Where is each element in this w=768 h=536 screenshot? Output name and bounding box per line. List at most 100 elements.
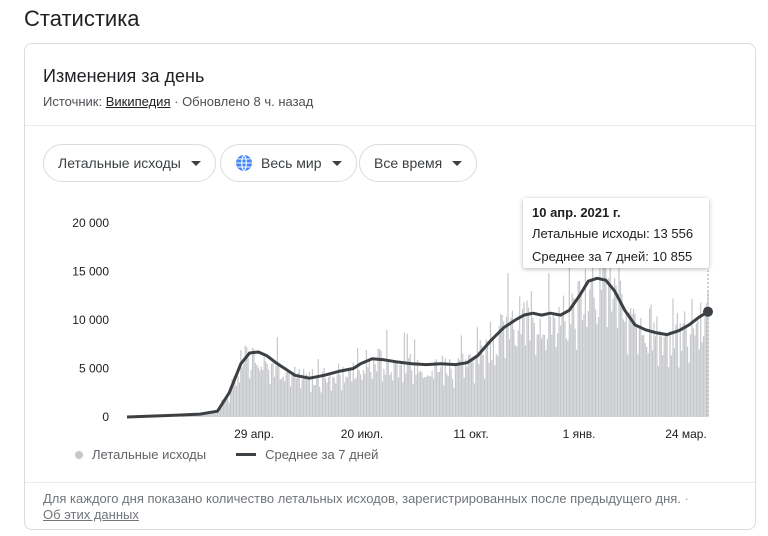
deaths-bar <box>250 370 252 417</box>
deaths-bar <box>208 414 210 417</box>
deaths-bar <box>413 339 416 417</box>
deaths-chart[interactable]: 20 000 15 000 10 000 5 000 0 29 апр. 20 июл. 1… <box>25 194 757 444</box>
deaths-bar <box>600 290 603 417</box>
updated-text: · Обновлено 8 ч. назад <box>174 94 314 109</box>
deaths-bar <box>663 336 665 417</box>
deaths-bar <box>332 376 334 417</box>
deaths-bar <box>435 359 438 417</box>
about-data-link[interactable]: Об этих данных <box>43 507 139 522</box>
deaths-bar <box>450 368 452 417</box>
y-tick-label: 10 000 <box>72 313 109 327</box>
deaths-bar <box>422 378 424 417</box>
deaths-bar <box>694 335 696 417</box>
deaths-bar <box>463 377 465 417</box>
legend-line-marker <box>236 453 257 456</box>
chevron-down-icon <box>190 160 201 166</box>
deaths-bar <box>466 366 468 417</box>
deaths-bar <box>533 322 535 417</box>
deaths-bar <box>705 303 708 417</box>
deaths-bar <box>320 392 322 417</box>
deaths-bar <box>297 372 299 417</box>
deaths-bar <box>485 339 487 417</box>
deaths-bar <box>276 336 278 417</box>
deaths-bar <box>377 348 379 417</box>
deaths-bar <box>522 308 524 417</box>
deaths-bar <box>329 373 331 417</box>
deaths-bar <box>409 354 411 417</box>
deaths-bar <box>561 313 563 417</box>
deaths-bar <box>374 364 376 417</box>
deaths-bar <box>213 411 216 417</box>
deaths-bar <box>619 280 622 417</box>
deaths-bar <box>701 342 703 417</box>
deaths-bar <box>590 280 592 417</box>
deaths-bar <box>218 412 220 417</box>
deaths-bar <box>425 377 427 417</box>
deaths-bar <box>527 307 530 417</box>
deaths-bar <box>390 372 392 417</box>
deaths-bar <box>211 412 213 417</box>
deaths-bar <box>578 281 581 417</box>
deaths-bar <box>700 302 702 417</box>
deaths-bar <box>562 295 565 417</box>
period-dropdown[interactable]: Все время <box>359 144 478 182</box>
deaths-bar <box>421 372 423 417</box>
deaths-bar <box>554 318 556 417</box>
deaths-bar <box>281 378 283 417</box>
deaths-bar <box>631 314 633 417</box>
deaths-bar <box>542 334 544 417</box>
deaths-bar <box>470 358 473 417</box>
deaths-bar <box>206 413 208 417</box>
deaths-bar <box>574 328 576 417</box>
deaths-bar <box>313 385 315 417</box>
deaths-bar <box>587 311 589 417</box>
deaths-bar <box>564 321 566 417</box>
deaths-bar <box>400 360 403 417</box>
deaths-bar <box>428 376 430 417</box>
card-title: Изменения за день <box>43 66 205 86</box>
region-dropdown[interactable]: Весь мир <box>220 144 357 182</box>
deaths-bar <box>316 377 318 417</box>
deaths-bar <box>231 379 233 417</box>
deaths-bar <box>338 363 340 417</box>
deaths-bar <box>339 374 341 417</box>
deaths-bar <box>606 327 608 417</box>
deaths-bar <box>359 374 362 417</box>
deaths-bar <box>473 383 476 417</box>
deaths-bar <box>349 367 351 417</box>
deaths-bar <box>418 372 420 417</box>
deaths-bar <box>646 346 648 417</box>
legend-bar-marker <box>75 450 83 459</box>
deaths-bar <box>343 382 346 417</box>
deaths-bar <box>491 360 493 417</box>
deaths-bar <box>286 370 289 417</box>
deaths-bar <box>495 354 497 417</box>
deaths-bar <box>570 324 572 417</box>
deaths-bar <box>371 378 373 417</box>
deaths-bar <box>508 339 511 417</box>
deaths-bar <box>514 345 516 417</box>
deaths-bar <box>510 317 512 417</box>
deaths-bar <box>367 367 369 417</box>
deaths-bar <box>685 328 687 417</box>
deaths-bar <box>396 363 398 417</box>
deaths-bar <box>678 367 680 417</box>
chart-tooltip: 10 апр. 2021 г. Летальные исходы: 13 556… <box>523 198 709 268</box>
deaths-bar <box>457 358 459 417</box>
deaths-bar <box>689 334 692 417</box>
deaths-bar <box>330 390 332 417</box>
metric-dropdown[interactable]: Летальные исходы <box>43 144 216 182</box>
deaths-bar <box>193 414 195 417</box>
deaths-bar <box>443 385 445 417</box>
deaths-bar <box>348 370 350 417</box>
x-tick-label: 20 июл. <box>341 427 383 441</box>
source-link[interactable]: Википедия <box>105 94 171 109</box>
deaths-bar <box>627 354 629 417</box>
deaths-bar <box>476 327 478 417</box>
deaths-bar <box>666 335 668 417</box>
deaths-bar <box>345 376 347 417</box>
deaths-bar <box>545 349 547 417</box>
deaths-bar <box>632 308 635 417</box>
deaths-bar <box>662 355 664 417</box>
deaths-bar <box>530 291 532 417</box>
